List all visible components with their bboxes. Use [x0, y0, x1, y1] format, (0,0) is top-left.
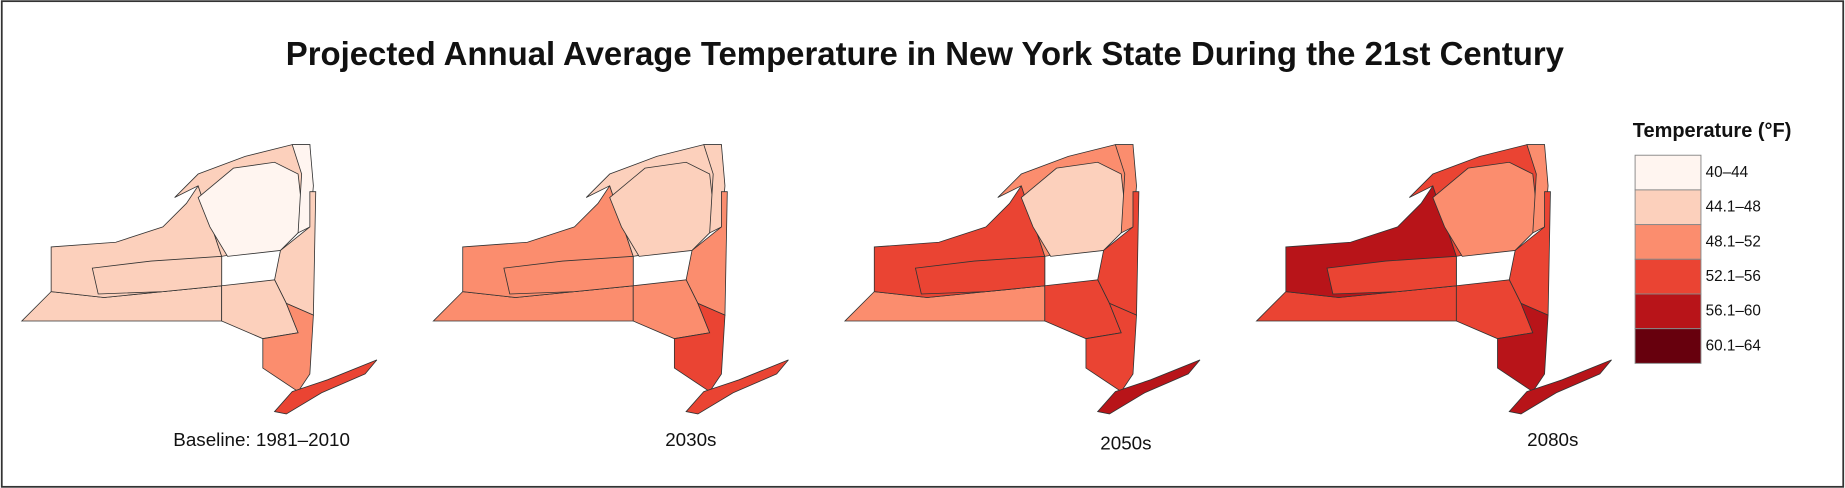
- legend-label: 52.1–56: [1706, 268, 1761, 285]
- state-map: [843, 144, 1201, 415]
- legend-label: 60.1–64: [1706, 337, 1762, 354]
- legend-swatch: [1634, 189, 1702, 226]
- region: [262, 302, 314, 393]
- legend-label: 40–44: [1706, 164, 1749, 181]
- region: [1085, 302, 1137, 393]
- legend-swatch: [1634, 258, 1702, 295]
- region: [1508, 359, 1612, 415]
- legend-label: 48.1–52: [1706, 233, 1761, 250]
- region: [673, 302, 726, 393]
- legend-swatch: [1634, 224, 1702, 260]
- legend-swatch: [1634, 293, 1702, 330]
- legend-title: Temperature (°F): [1633, 120, 1792, 142]
- state-map: [1255, 144, 1612, 415]
- region: [1096, 359, 1201, 415]
- legend-swatch: [1634, 328, 1702, 364]
- map-label: 2030s: [665, 429, 716, 450]
- map-label: 2050s: [1100, 432, 1151, 453]
- legend-swatch: [1634, 154, 1702, 191]
- region: [1497, 302, 1549, 393]
- region: [273, 359, 378, 415]
- map-label: Baseline: 1981–2010: [173, 429, 350, 450]
- state-map: [20, 144, 378, 415]
- state-map: [432, 144, 789, 415]
- legend-label: 56.1–60: [1706, 303, 1761, 320]
- map-label: 2080s: [1527, 429, 1578, 450]
- region: [685, 359, 789, 415]
- legend-label: 44.1–48: [1706, 199, 1761, 216]
- title: Projected Annual Average Temperature in …: [286, 35, 1565, 72]
